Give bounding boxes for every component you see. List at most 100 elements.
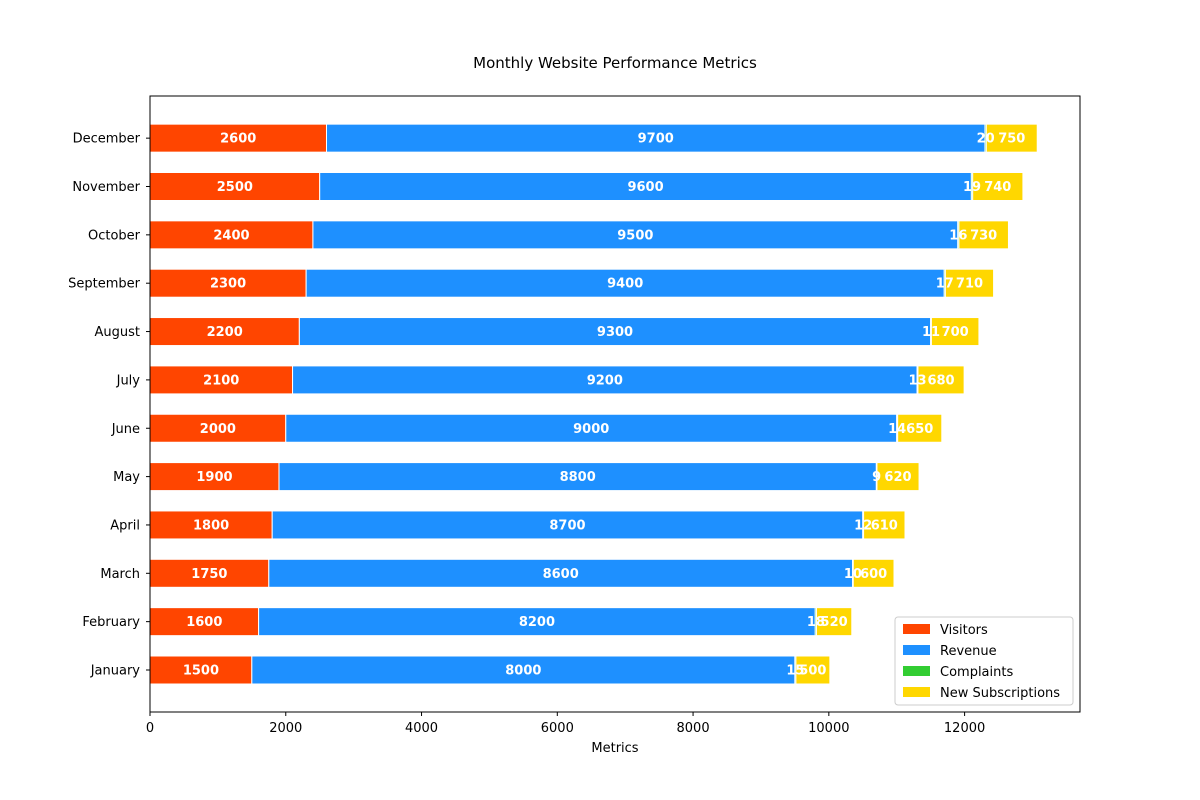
bar-value-label: 17 bbox=[936, 277, 954, 292]
bar-value-label: 8600 bbox=[543, 567, 579, 582]
legend-label-complaints: Complaints bbox=[940, 665, 1013, 680]
bar-new-subscriptions-october bbox=[958, 220, 1009, 250]
bar-visitors-may bbox=[149, 462, 280, 492]
legend-label-revenue: Revenue bbox=[940, 644, 997, 659]
bar-value-label: 2600 bbox=[220, 132, 256, 147]
bar-value-label: 2100 bbox=[203, 373, 239, 388]
bar-value-label: 9300 bbox=[597, 325, 633, 340]
bar-value-label: 2300 bbox=[210, 277, 246, 292]
plot-frame bbox=[149, 95, 1081, 713]
y-tick-label: January bbox=[90, 664, 141, 679]
bar-new-subscriptions-february bbox=[815, 607, 853, 637]
bar-value-label: 650 bbox=[906, 422, 933, 437]
bar-value-label: 12 bbox=[854, 518, 872, 533]
bar-new-subscriptions-august bbox=[930, 317, 980, 347]
x-tick-label: 12000 bbox=[944, 721, 985, 736]
x-axis: 0 2000 4000 6000 8000 10000 12000 bbox=[146, 712, 985, 736]
bar-value-label: 1800 bbox=[193, 518, 229, 533]
y-tick-label: March bbox=[100, 567, 140, 582]
x-axis-label: Metrics bbox=[591, 741, 638, 756]
legend-frame bbox=[894, 616, 1074, 706]
bar-visitors-january bbox=[149, 655, 253, 685]
y-tick-label: May bbox=[113, 470, 140, 485]
y-tick-label: February bbox=[82, 615, 140, 630]
legend-swatch-visitors bbox=[903, 624, 930, 634]
bar-value-label: 9200 bbox=[587, 373, 623, 388]
bar-visitors-march bbox=[149, 558, 270, 588]
bar-revenue-november bbox=[319, 172, 972, 201]
bar-value-label: 2500 bbox=[217, 180, 253, 195]
bar-value-label: 18 bbox=[807, 615, 825, 630]
bar-value-label: 740 bbox=[984, 180, 1011, 195]
bar-revenue-july bbox=[292, 365, 918, 395]
bar-value-label: 750 bbox=[998, 132, 1025, 147]
legend: Visitors Revenue Complaints New Subscriptio… bbox=[894, 616, 1074, 706]
bar-value-label: 1750 bbox=[191, 567, 227, 582]
bar-value-label: 15 bbox=[786, 664, 804, 679]
bar-value-label: 16 bbox=[949, 228, 967, 243]
y-tick-label: September bbox=[68, 277, 141, 292]
bar-new-subscriptions-may bbox=[876, 462, 920, 492]
bar-value-label: 520 bbox=[821, 615, 848, 630]
bar-new-subscriptions-april bbox=[863, 510, 906, 540]
legend-swatch-revenue bbox=[903, 645, 930, 655]
bar-value-label: 2000 bbox=[200, 422, 236, 437]
y-tick-label: November bbox=[72, 180, 140, 195]
x-tick-label: 8000 bbox=[677, 721, 710, 736]
bar-value-label: 9000 bbox=[573, 422, 609, 437]
bar-new-subscriptions-july bbox=[917, 365, 965, 395]
legend-label-new-subscriptions: New Subscriptions bbox=[940, 686, 1060, 701]
bar-value-label: 20 bbox=[977, 132, 995, 147]
bar-value-label: 10 bbox=[844, 567, 862, 582]
x-tick-label: 10000 bbox=[808, 721, 849, 736]
x-tick-label: 2000 bbox=[269, 721, 302, 736]
bar-new-subscriptions-june bbox=[897, 413, 943, 443]
bar-value-label: 9400 bbox=[607, 277, 643, 292]
legend-swatch-complaints bbox=[903, 666, 930, 676]
bar-new-subscriptions-december bbox=[985, 123, 1038, 153]
bar-visitors-september bbox=[149, 268, 307, 298]
y-tick-label: July bbox=[116, 373, 141, 388]
bar-revenue-february bbox=[258, 607, 816, 637]
legend-label-visitors: Visitors bbox=[940, 623, 988, 638]
bar-revenue-october bbox=[312, 220, 959, 250]
y-tick-label: April bbox=[110, 518, 140, 533]
bar-value-label: 1500 bbox=[183, 664, 219, 679]
y-tick-label: December bbox=[73, 132, 141, 147]
bar-revenue-june bbox=[285, 413, 898, 443]
bar-value-label: 1600 bbox=[186, 615, 222, 630]
y-tick-label: October bbox=[88, 228, 141, 243]
bar-revenue-march bbox=[268, 558, 854, 588]
bar-value-label: 730 bbox=[970, 228, 997, 243]
bar-value-label: 680 bbox=[927, 373, 954, 388]
bar-value-label: 2400 bbox=[213, 228, 249, 243]
bar-value-label: 8200 bbox=[519, 615, 555, 630]
x-tick-label: 0 bbox=[146, 721, 154, 736]
y-tick-label: June bbox=[111, 422, 140, 437]
bar-visitors-november bbox=[149, 172, 321, 201]
bar-value-label: 9500 bbox=[617, 228, 653, 243]
bar-value-label: 700 bbox=[942, 325, 969, 340]
bar-value-label: 500 bbox=[799, 664, 826, 679]
bar-value-label: 2200 bbox=[207, 325, 243, 340]
bar-value-label: 1900 bbox=[196, 470, 232, 485]
bar-revenue-september bbox=[305, 268, 945, 298]
bar-value-label: 710 bbox=[956, 277, 983, 292]
bar-value-label: 13 bbox=[908, 373, 926, 388]
bar-new-subscriptions-november bbox=[972, 172, 1024, 201]
bar-visitors-july bbox=[149, 365, 294, 395]
y-tick-label: August bbox=[95, 325, 141, 340]
bar-value-label: 11 bbox=[922, 325, 940, 340]
bars-group bbox=[149, 123, 1038, 685]
legend-swatch-new-subscriptions bbox=[903, 687, 930, 697]
bar-value-label: 610 bbox=[871, 518, 898, 533]
bar-new-subscriptions-september bbox=[944, 268, 995, 298]
bar-value-label: 9700 bbox=[638, 132, 674, 147]
bar-value-label: 600 bbox=[860, 567, 887, 582]
x-tick-label: 4000 bbox=[405, 721, 438, 736]
bar-revenue-may bbox=[278, 462, 877, 492]
x-tick-label: 6000 bbox=[541, 721, 574, 736]
